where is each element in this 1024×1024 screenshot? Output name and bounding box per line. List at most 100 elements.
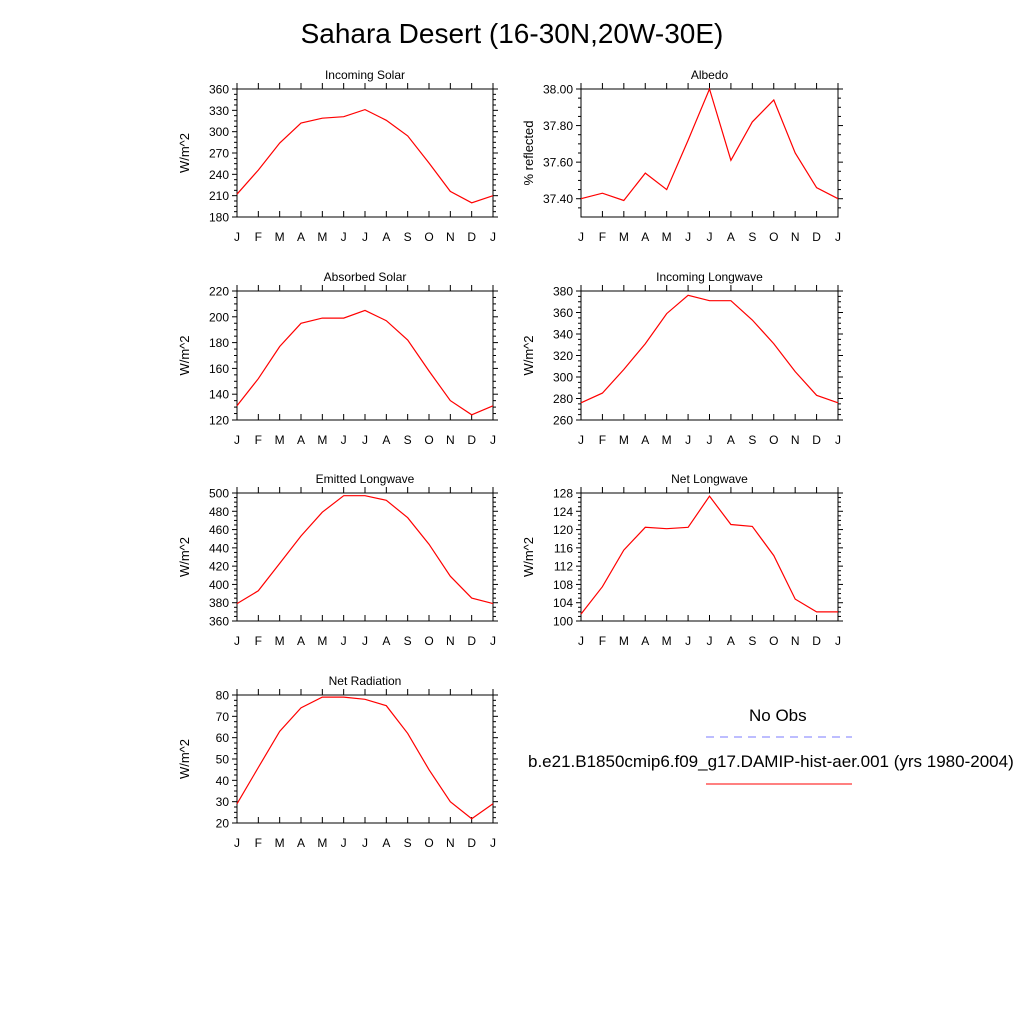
panel-title: Emitted Longwave [316,472,415,486]
x-tick-label: F [599,433,606,447]
series-line [236,495,494,605]
x-tick-label: S [748,433,756,447]
x-tick-label: J [341,836,347,850]
x-tick-label: J [234,433,240,447]
x-tick-label: J [835,433,841,447]
y-axis-label: W/m^2 [177,133,192,173]
y-tick-label: 220 [209,285,229,299]
x-tick-label: A [727,634,735,648]
series-line [236,108,494,204]
panel-frame [580,88,839,218]
x-tick-label: O [769,634,778,648]
x-tick-label: J [578,634,584,648]
panel-title: Incoming Longwave [656,270,763,284]
y-tick-label: 270 [209,147,229,161]
x-tick-label: A [641,433,649,447]
y-tick-label: 360 [209,83,229,97]
y-tick-label: 180 [209,336,229,350]
legend-obs-label: No Obs [749,706,807,725]
x-tick-label: N [791,433,800,447]
y-tick-label: 80 [216,689,230,703]
x-tick-label: N [446,230,455,244]
x-tick-label: M [317,433,327,447]
page-title: Sahara Desert (16-30N,20W-30E) [300,18,724,49]
y-tick-label: 380 [209,596,229,610]
y-tick-label: 460 [209,523,229,537]
x-tick-label: M [275,433,285,447]
x-tick-label: A [382,433,390,447]
y-tick-label: 400 [209,578,229,592]
x-tick-label: S [748,230,756,244]
y-tick-label: 60 [216,731,230,745]
x-tick-label: O [769,230,778,244]
y-tick-label: 37.80 [543,119,573,133]
x-tick-label: S [404,634,412,648]
x-tick-label: N [446,836,455,850]
y-tick-label: 480 [209,505,229,519]
y-tick-label: 210 [209,189,229,203]
panel-title: Net Radiation [329,674,402,688]
x-tick-label: N [791,634,800,648]
y-tick-label: 120 [209,414,229,428]
y-tick-label: 124 [553,505,573,519]
x-tick-label: J [490,634,496,648]
x-tick-label: J [234,230,240,244]
y-axis-label: W/m^2 [521,335,536,375]
y-tick-label: 440 [209,541,229,555]
y-tick-label: 280 [553,392,573,406]
x-tick-label: J [685,634,691,648]
y-tick-label: 160 [209,362,229,376]
x-tick-label: D [467,836,476,850]
x-tick-label: D [467,230,476,244]
x-tick-label: A [727,230,735,244]
y-tick-label: 140 [209,388,229,402]
x-tick-label: A [641,230,649,244]
x-tick-label: S [404,836,412,850]
y-tick-label: 108 [553,578,573,592]
panel-title: Albedo [691,68,729,82]
x-tick-label: S [748,634,756,648]
y-tick-label: 30 [216,795,230,809]
y-tick-label: 380 [553,285,573,299]
y-tick-label: 420 [209,560,229,574]
y-tick-label: 50 [216,753,230,767]
y-tick-label: 200 [209,310,229,324]
x-tick-label: O [424,433,433,447]
y-tick-label: 320 [553,349,573,363]
y-tick-label: 120 [553,523,573,537]
x-tick-label: F [599,230,606,244]
y-tick-label: 360 [209,615,229,629]
x-tick-label: J [234,836,240,850]
x-tick-label: O [424,634,433,648]
x-tick-label: J [685,433,691,447]
x-tick-label: J [490,836,496,850]
x-tick-label: O [769,433,778,447]
x-tick-label: M [662,433,672,447]
y-tick-label: 104 [553,596,573,610]
panel-frame [236,88,494,218]
x-tick-label: S [404,230,412,244]
x-tick-label: J [341,433,347,447]
x-tick-label: N [791,230,800,244]
x-tick-label: J [341,634,347,648]
y-tick-label: 38.00 [543,83,573,97]
y-axis-label: % reflected [521,120,536,185]
x-tick-label: D [812,230,821,244]
x-tick-label: S [404,433,412,447]
x-tick-label: J [490,230,496,244]
y-tick-label: 330 [209,104,229,118]
y-axis-label: W/m^2 [521,537,536,577]
x-tick-label: F [255,433,262,447]
x-tick-label: J [707,634,713,648]
y-tick-label: 180 [209,211,229,225]
y-tick-label: 20 [216,817,230,831]
x-tick-label: J [707,433,713,447]
x-tick-label: A [297,433,305,447]
x-tick-label: M [317,230,327,244]
y-tick-label: 100 [553,615,573,629]
x-tick-label: J [362,836,368,850]
